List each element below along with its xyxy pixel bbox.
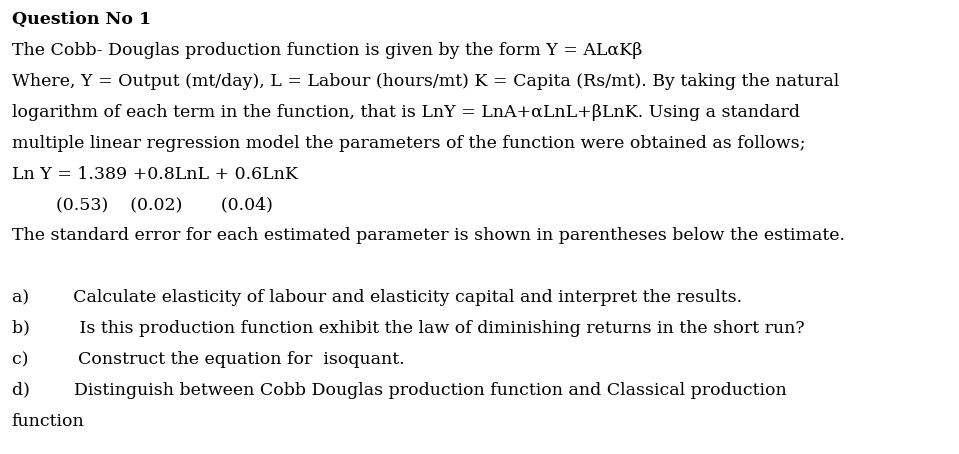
Text: d)        Distinguish between Cobb Douglas production function and Classical pro: d) Distinguish between Cobb Douglas prod… bbox=[12, 382, 786, 399]
Text: The Cobb- Douglas production function is given by the form Y = ALαKβ: The Cobb- Douglas production function is… bbox=[12, 42, 642, 59]
Text: logarithm of each term in the function, that is LnY = LnA+αLnL+βLnK. Using a sta: logarithm of each term in the function, … bbox=[12, 104, 800, 121]
Text: Question No 1: Question No 1 bbox=[12, 11, 151, 28]
Text: function: function bbox=[12, 413, 84, 429]
Text: The standard error for each estimated parameter is shown in parentheses below th: The standard error for each estimated pa… bbox=[12, 227, 845, 244]
Text: c)         Construct the equation for  isoquant.: c) Construct the equation for isoquant. bbox=[12, 351, 404, 368]
Text: (0.53)    (0.02)       (0.04): (0.53) (0.02) (0.04) bbox=[12, 197, 272, 213]
Text: multiple linear regression model the parameters of the function were obtained as: multiple linear regression model the par… bbox=[12, 135, 805, 152]
Text: Ln Y = 1.389 +0.8LnL + 0.6LnK: Ln Y = 1.389 +0.8LnL + 0.6LnK bbox=[12, 166, 297, 183]
Text: a)        Calculate elasticity of labour and elasticity capital and interpret th: a) Calculate elasticity of labour and el… bbox=[12, 289, 741, 306]
Text: Where, Y = Output (mt/day), L = Labour (hours/mt) K = Capita (Rs/mt). By taking : Where, Y = Output (mt/day), L = Labour (… bbox=[12, 73, 839, 90]
Text: b)         Is this production function exhibit the law of diminishing returns in: b) Is this production function exhibit t… bbox=[12, 320, 805, 337]
